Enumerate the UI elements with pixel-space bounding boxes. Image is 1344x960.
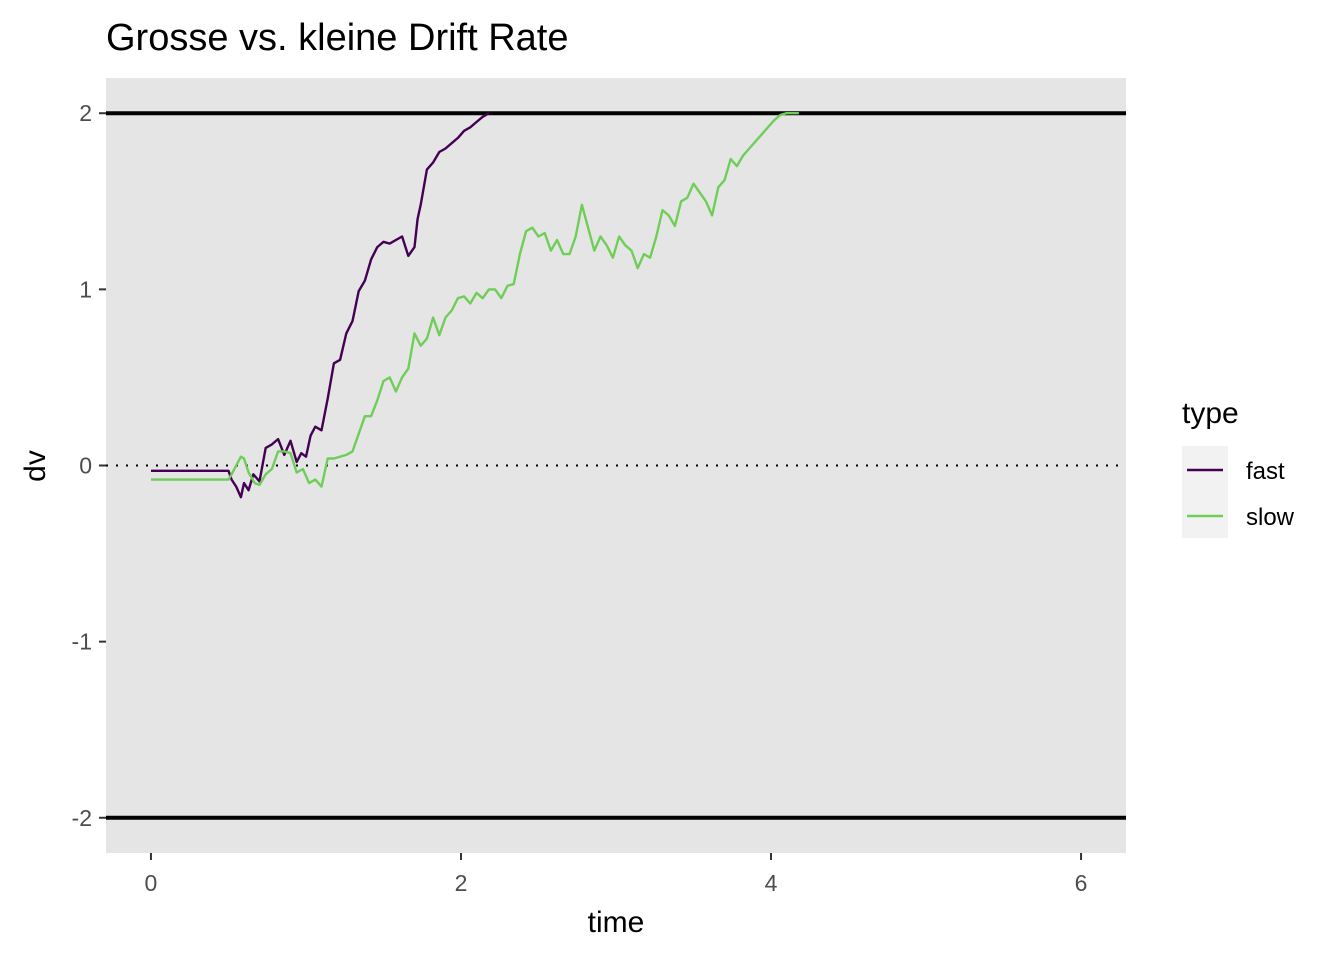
y-tick-label: -2 bbox=[72, 805, 92, 831]
legend-title: type bbox=[1182, 397, 1239, 430]
y-axis-title: dv bbox=[19, 450, 52, 482]
x-tick-label: 4 bbox=[765, 870, 778, 896]
series-layer bbox=[151, 111, 799, 499]
legend-label-slow: slow bbox=[1246, 504, 1295, 531]
y-tick-label: 1 bbox=[79, 276, 92, 302]
series-line-slow bbox=[151, 111, 799, 488]
y-tick-label: 0 bbox=[79, 453, 92, 479]
x-tick-label: 0 bbox=[145, 870, 158, 896]
x-tick-label: 2 bbox=[455, 870, 468, 896]
y-tick-label: 2 bbox=[79, 100, 92, 126]
x-tick-label: 6 bbox=[1075, 870, 1088, 896]
y-axis: 2 1 0 -1 -2 bbox=[72, 100, 106, 831]
legend-label-fast: fast bbox=[1246, 458, 1285, 485]
y-tick-label: -1 bbox=[72, 629, 92, 655]
boundary-layer bbox=[106, 111, 1126, 820]
chart-title: Grosse vs. kleine Drift Rate bbox=[106, 17, 568, 59]
legend-key-background bbox=[1182, 446, 1228, 538]
legend-entries: fast slow bbox=[1187, 458, 1295, 531]
x-axis: 0 2 4 6 bbox=[145, 853, 1088, 896]
series-line-fast bbox=[151, 112, 490, 499]
x-axis-title: time bbox=[588, 906, 645, 939]
legend: type fast slow bbox=[1182, 397, 1295, 538]
